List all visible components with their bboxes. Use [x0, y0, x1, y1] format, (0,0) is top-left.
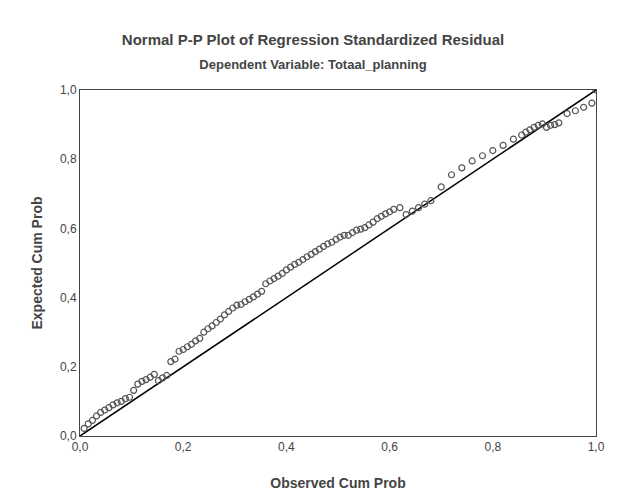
svg-text:0,0: 0,0 — [60, 429, 77, 443]
svg-text:0,4: 0,4 — [278, 440, 295, 454]
svg-text:Observed Cum Prob: Observed Cum Prob — [270, 475, 405, 491]
svg-text:Expected Cum Prob: Expected Cum Prob — [29, 196, 45, 329]
svg-text:0,8: 0,8 — [484, 440, 501, 454]
svg-text:0,0: 0,0 — [72, 440, 89, 454]
svg-text:0,8: 0,8 — [60, 152, 77, 166]
svg-text:1,0: 1,0 — [588, 440, 605, 454]
svg-text:1,0: 1,0 — [60, 83, 77, 97]
svg-text:Dependent Variable: Totaal_pla: Dependent Variable: Totaal_planning — [199, 57, 426, 72]
svg-text:0,2: 0,2 — [175, 440, 192, 454]
svg-text:0,6: 0,6 — [381, 440, 398, 454]
svg-text:Normal P-P Plot of Regression: Normal P-P Plot of Regression Standardiz… — [122, 31, 504, 48]
svg-text:0,6: 0,6 — [60, 222, 77, 236]
svg-text:0,4: 0,4 — [60, 291, 77, 305]
svg-text:0,2: 0,2 — [60, 360, 77, 374]
